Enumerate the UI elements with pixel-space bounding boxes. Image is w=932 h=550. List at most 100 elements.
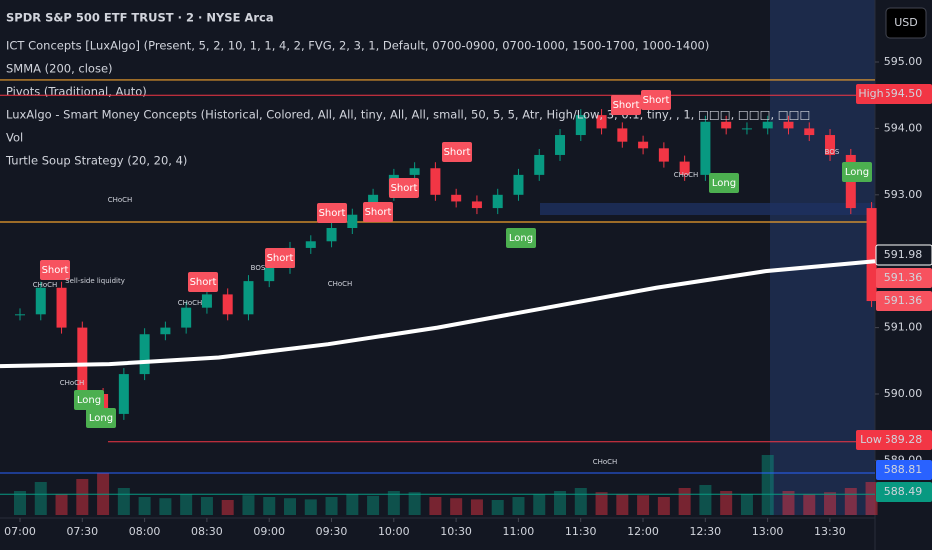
price-tag <box>876 268 932 288</box>
candle <box>513 174 524 195</box>
volume-bar <box>387 491 400 515</box>
structure-label: CHoCH <box>593 458 618 466</box>
volume-bar <box>844 488 857 515</box>
signal-label: Short <box>613 100 640 111</box>
candle <box>264 267 275 282</box>
volume-bar <box>761 455 774 515</box>
volume-bar <box>263 497 276 515</box>
signal-label: Long <box>77 395 101 406</box>
signal-box <box>363 202 393 222</box>
signal-box <box>442 142 472 162</box>
price-label: 594.00 <box>884 121 923 134</box>
price-tag-label: 591.36 <box>884 271 923 284</box>
volume-bar <box>242 495 255 515</box>
signal-box <box>611 95 641 115</box>
price-tag-label: 588.49 <box>884 485 923 498</box>
candle <box>409 168 420 175</box>
candle <box>534 154 545 175</box>
signal-box <box>842 162 872 182</box>
volume-bar <box>14 491 26 515</box>
time-label: 13:00 <box>752 525 784 538</box>
volume-bar <box>533 494 546 515</box>
price-tag-name: High <box>858 87 883 100</box>
time-label: 09:30 <box>316 525 348 538</box>
volume-bar <box>76 479 89 515</box>
currency-button[interactable] <box>885 7 927 39</box>
structure-label: CHoCH <box>674 171 699 179</box>
signal-label: Short <box>190 277 217 288</box>
structure-label: CHoCH <box>178 299 203 307</box>
volume-bar <box>200 497 213 515</box>
price-label: 590.00 <box>884 387 923 400</box>
time-label: 07:00 <box>4 525 36 538</box>
volume-bar <box>450 498 463 515</box>
candle <box>35 287 46 315</box>
signal-box <box>188 272 218 292</box>
structure-label: BOS <box>825 148 840 156</box>
indicator-legend: Pivots (Traditional, Auto) <box>6 85 147 99</box>
candle <box>679 161 690 175</box>
candle <box>721 121 732 129</box>
candle <box>15 314 25 316</box>
volume-bar <box>429 497 442 515</box>
indicator-legend: Turtle Soup Strategy (20, 20, 4) <box>5 154 187 168</box>
candle <box>181 307 192 328</box>
volume-bar <box>491 500 504 515</box>
signal-label: Long <box>712 178 736 189</box>
price-tag-name: Low <box>860 433 882 446</box>
volume-bar <box>803 494 816 515</box>
volume-bar <box>782 491 795 515</box>
volume-bar <box>657 497 670 515</box>
order-block <box>540 203 875 215</box>
candle <box>783 121 794 129</box>
volume-bar <box>408 492 421 515</box>
signal-box <box>86 408 116 428</box>
structure-label: CHoCH <box>33 281 58 289</box>
volume-bar <box>637 495 650 515</box>
signal-label: Short <box>42 265 69 276</box>
volume-bar <box>346 494 359 515</box>
time-label: 13:30 <box>814 525 846 538</box>
signal-label: Short <box>365 207 392 218</box>
candle <box>56 287 67 328</box>
time-label: 08:00 <box>129 525 161 538</box>
candle <box>658 148 669 162</box>
price-tag-name-box <box>856 430 886 450</box>
volume-bar <box>284 498 297 515</box>
price-tag <box>876 460 932 480</box>
candle <box>825 135 836 155</box>
candle <box>243 281 254 315</box>
structure-label: CHoCH <box>60 379 85 387</box>
price-tag-label: 594.50 <box>884 87 923 100</box>
volume-bar <box>824 492 837 515</box>
signal-box <box>40 260 70 280</box>
price-tag-label: 588.81 <box>884 463 923 476</box>
signal-label: Short <box>267 253 294 264</box>
candle <box>575 115 586 136</box>
volume-bar <box>554 491 567 515</box>
volume-bar <box>221 500 234 515</box>
structure-label: BOS <box>251 264 266 272</box>
signal-label: Short <box>391 183 418 194</box>
price-label: 595.00 <box>884 55 923 68</box>
price-tag-label: 591.98 <box>884 248 923 261</box>
candle <box>596 115 607 129</box>
time-label: 10:00 <box>378 525 410 538</box>
time-label: 08:30 <box>191 525 223 538</box>
candle <box>741 128 752 130</box>
candle <box>326 228 337 242</box>
volume-bar <box>865 482 878 515</box>
currency-label[interactable]: USD <box>894 16 918 29</box>
candle <box>492 194 503 209</box>
volume-bar <box>367 495 380 515</box>
volume-bar <box>180 494 193 515</box>
candle <box>347 214 358 228</box>
signal-box <box>265 248 295 268</box>
volume-bar <box>740 494 753 515</box>
candle <box>118 374 129 414</box>
candle <box>471 201 482 209</box>
indicator-legend: LuxAlgo - Smart Money Concepts (Historic… <box>6 108 810 122</box>
price-tag <box>876 291 932 311</box>
indicator-legend: SMMA (200, close) <box>6 62 113 76</box>
price-tag-label: 591.36 <box>884 294 923 307</box>
